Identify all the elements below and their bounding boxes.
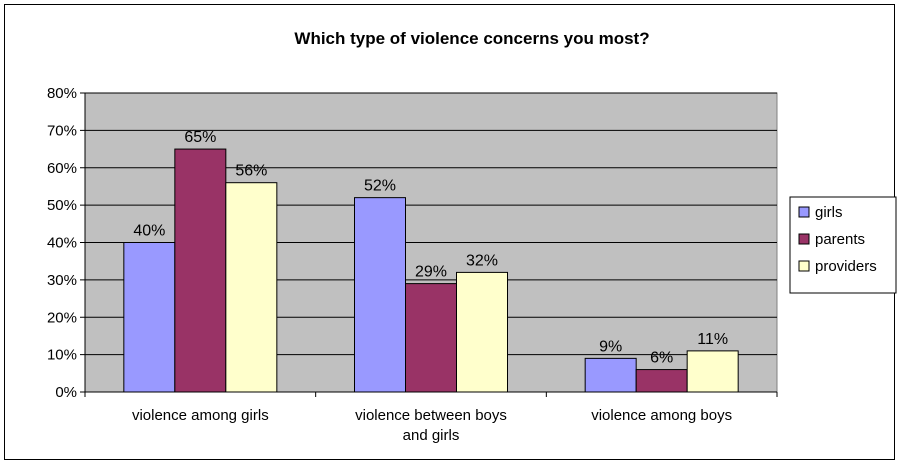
y-tick-label: 0% — [55, 384, 77, 401]
data-label: 9% — [599, 338, 622, 355]
y-tick-label: 20% — [47, 309, 77, 326]
data-label: 40% — [133, 223, 165, 240]
legend-swatch-parents — [798, 233, 810, 245]
legend: girls parents providers — [789, 196, 897, 294]
y-tick-label: 10% — [47, 347, 77, 364]
plot-area: 0% 10% 20% 30% 40% 50% 60% 70% 80% 40% 65% 56% viole… — [47, 85, 778, 444]
y-tick-label: 40% — [47, 235, 77, 252]
bar-providers — [456, 271, 508, 393]
x-category-label: violence among boys — [591, 407, 732, 424]
bar-parents — [405, 283, 457, 393]
y-tick-label: 50% — [47, 197, 77, 214]
data-label: 29% — [415, 264, 447, 281]
y-tick-label: 60% — [47, 160, 77, 177]
x-category-label: and girls — [403, 427, 460, 444]
y-tick-label: 80% — [47, 85, 77, 102]
bar-parents — [635, 369, 688, 393]
data-label: 56% — [235, 163, 267, 180]
x-category-label: violence among girls — [132, 407, 269, 424]
legend-label-parents: parents — [815, 231, 865, 248]
bar-girls — [584, 357, 637, 393]
bar-girls — [354, 197, 406, 393]
legend-swatch-providers — [798, 260, 810, 272]
bar-parents — [174, 148, 227, 393]
bar-providers — [225, 182, 278, 393]
chart-title: Which type of violence concerns you most… — [294, 29, 649, 48]
y-tick-label: 70% — [47, 122, 77, 139]
data-label: 6% — [650, 350, 673, 367]
bar-girls — [123, 242, 176, 393]
data-label: 32% — [466, 252, 498, 269]
data-label: 11% — [697, 331, 728, 348]
bar-providers — [686, 350, 739, 393]
legend-swatch-girls — [798, 206, 810, 218]
legend-label-providers: providers — [815, 258, 877, 275]
legend-label-girls: girls — [815, 204, 843, 221]
x-category-label: violence between boys — [355, 407, 507, 424]
data-label: 65% — [184, 129, 216, 146]
y-tick-label: 30% — [47, 272, 77, 289]
data-label: 52% — [364, 178, 396, 195]
